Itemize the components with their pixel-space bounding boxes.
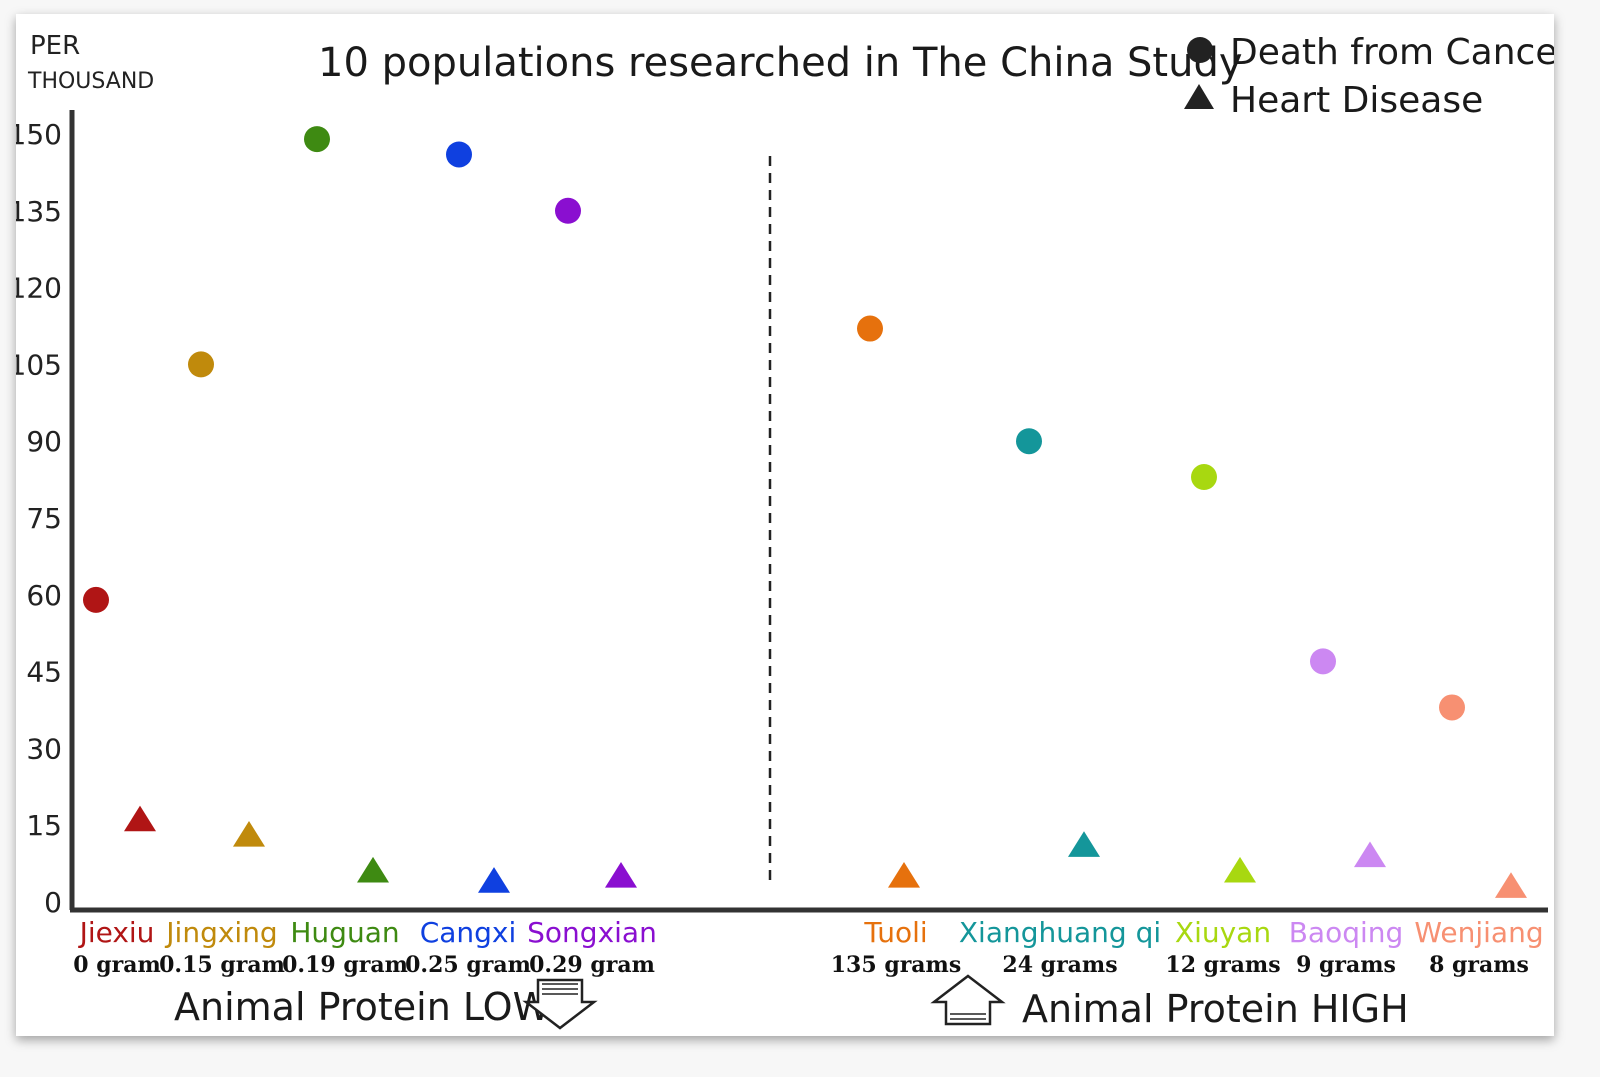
chart-card: PER THOUSAND 10 populations researched i… [16, 14, 1554, 1036]
y-tick-label: 135 [16, 195, 62, 228]
heart-point-songxian [605, 862, 637, 888]
chart-title: 10 populations researched in The China S… [318, 40, 1243, 86]
cancer-point-cangxi [446, 141, 472, 168]
population-name-label: Jiexiu [78, 916, 155, 949]
heart-point-tuoli [888, 862, 920, 888]
cancer-point-huguan [304, 126, 330, 153]
population-name-label: Cangxi [420, 916, 517, 949]
y-tick-label: 90 [26, 425, 62, 458]
group-label-low: Animal Protein LOW [174, 985, 550, 1029]
cancer-point-tuoli [857, 315, 883, 342]
heart-point-huguan [357, 856, 389, 883]
cancer-point-baoqing [1310, 648, 1336, 675]
cancer-point-songxian [555, 197, 581, 224]
protein-amount-label: 0 gram [73, 952, 160, 978]
cancer-point-jingxing [188, 351, 214, 378]
data-marks [83, 126, 1527, 898]
group-label-high: Animal Protein HIGH [1022, 987, 1409, 1031]
cancer-point-xianghuang-qi [1016, 428, 1042, 455]
protein-amount-label: 0.19 gram [282, 952, 408, 978]
heart-point-cangxi [478, 867, 510, 893]
cancer-point-jiexiu [83, 586, 109, 613]
y-axis-unit-line-1: PER [30, 31, 80, 61]
protein-amount-label: 0.29 gram [529, 952, 655, 978]
down-arrow-icon [522, 978, 598, 1030]
y-tick-labels: 0 15 30 45 60 75 90 105 120 135 150 [16, 118, 62, 919]
legend-label-cancer: Death from Cancer [1230, 32, 1554, 73]
scatter-chart: PER THOUSAND 10 populations researched i… [16, 31, 1554, 1031]
legend-label-heart: Heart Disease [1230, 80, 1483, 121]
protein-amount-label: 0.25 gram [405, 952, 531, 978]
population-name-label: Wenjiang [1414, 916, 1543, 949]
y-tick-label: 105 [16, 348, 62, 381]
legend-triangle-icon [1184, 84, 1214, 109]
protein-amount-label: 24 grams [1002, 952, 1117, 978]
protein-amount-label: 12 grams [1165, 952, 1280, 978]
heart-point-baoqing [1354, 841, 1386, 868]
population-name-label: Xianghuang qi [959, 916, 1161, 949]
y-tick-label: 150 [16, 118, 62, 151]
cancer-point-xiuyan [1191, 464, 1217, 491]
heart-point-jiexiu [124, 805, 156, 832]
y-tick-label: 45 [26, 656, 62, 689]
protein-amount-label: 135 grams [831, 952, 961, 978]
y-tick-label: 0 [44, 886, 62, 919]
y-tick-label: 15 [26, 809, 62, 842]
population-name-label: Baoqing [1289, 916, 1404, 949]
heart-point-wenjiang [1495, 872, 1527, 898]
heart-point-xiuyan [1224, 856, 1256, 883]
heart-point-jingxing [233, 821, 265, 847]
heart-point-xianghuang-qi [1068, 831, 1100, 857]
cancer-point-wenjiang [1439, 694, 1465, 721]
y-tick-label: 30 [26, 732, 62, 765]
y-tick-label: 75 [26, 502, 62, 535]
legend-circle-icon [1187, 37, 1213, 63]
protein-amount-label: 0.15 gram [159, 952, 285, 978]
population-name-label: Xiuyan [1175, 916, 1271, 949]
protein-amount-label: 8 grams [1429, 952, 1529, 978]
population-name-label: Huguan [290, 916, 399, 949]
population-name-label: Tuoli [863, 916, 927, 949]
protein-amount-label: 9 grams [1296, 952, 1396, 978]
y-tick-label: 120 [16, 272, 62, 305]
population-name-label: Songxian [527, 916, 657, 949]
y-tick-label: 60 [26, 579, 62, 612]
y-axis-unit-line-2: THOUSAND [27, 69, 154, 94]
up-arrow-icon [930, 974, 1006, 1026]
population-name-label: Jingxing [164, 916, 277, 949]
